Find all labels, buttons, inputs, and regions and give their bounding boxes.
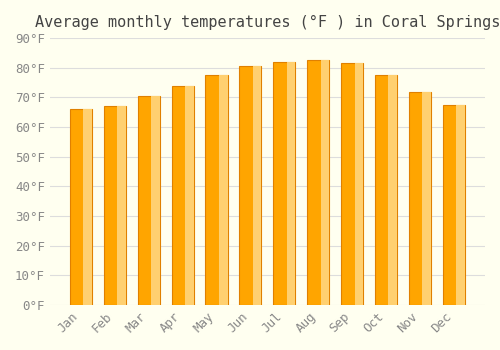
Bar [320, 60, 330, 305]
Bar [409, 91, 432, 305]
Bar [342, 63, 363, 305]
Bar [308, 60, 330, 305]
Bar [274, 62, 295, 305]
Bar [172, 86, 194, 305]
Bar [252, 66, 262, 305]
Bar [138, 96, 160, 305]
Bar [70, 109, 92, 305]
Bar [388, 75, 398, 305]
Bar [354, 63, 364, 305]
Bar [240, 66, 262, 305]
Bar [184, 86, 194, 305]
Bar [104, 106, 126, 305]
Bar [422, 91, 432, 305]
Bar [218, 75, 228, 305]
Bar [206, 75, 228, 305]
Bar [456, 105, 465, 305]
Bar [151, 96, 160, 305]
Bar [286, 62, 296, 305]
Title: Average monthly temperatures (°F ) in Coral Springs: Average monthly temperatures (°F ) in Co… [34, 15, 500, 30]
Bar [117, 106, 126, 305]
Bar [375, 75, 398, 305]
Bar [83, 109, 92, 305]
Bar [443, 105, 465, 305]
